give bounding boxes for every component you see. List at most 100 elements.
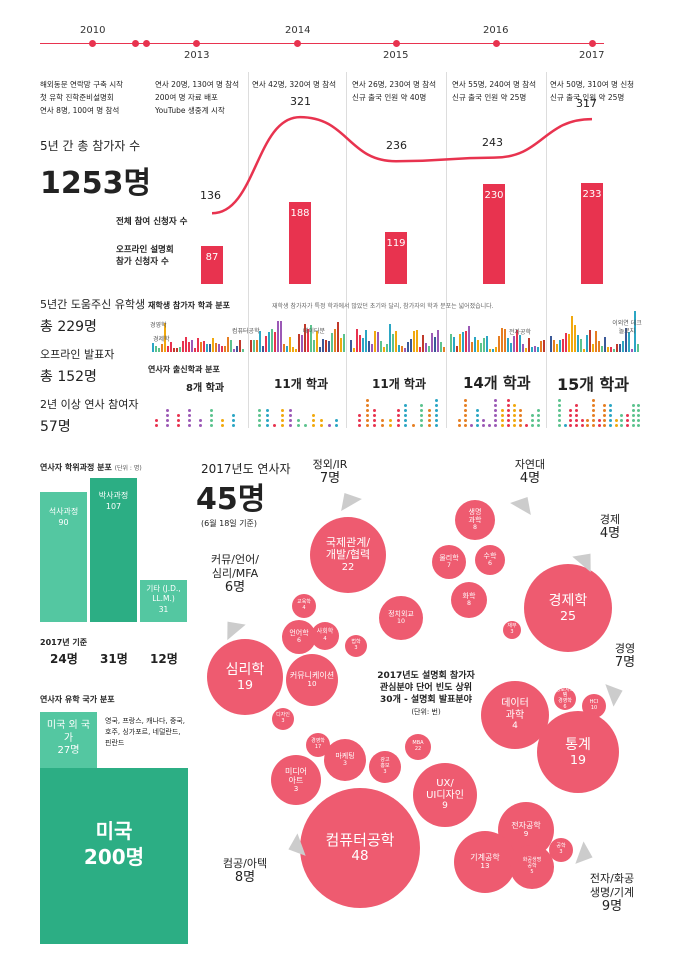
bubble-value: 3 bbox=[354, 645, 358, 651]
bubble-value: 4 bbox=[512, 721, 518, 732]
dept-dot bbox=[232, 424, 235, 427]
note-line: 연사 8명, 100여 명 참석 bbox=[40, 106, 120, 115]
note-2010: 해외동문 연락망 구축 시작 첫 유학 진학준비설명회 연사 8명, 100여 … bbox=[40, 78, 123, 117]
offline-bar: 233 bbox=[581, 182, 603, 284]
dept-spike bbox=[528, 338, 530, 352]
bubble-name: 정치외교 bbox=[388, 610, 414, 619]
dept-dot bbox=[569, 419, 573, 422]
dept-spike bbox=[191, 339, 193, 352]
dept-spike bbox=[443, 346, 445, 352]
dept-spike bbox=[350, 340, 352, 352]
degree-num: 31명 bbox=[100, 652, 128, 666]
dept-spike bbox=[407, 342, 409, 352]
interest-bubble: 마케팅 3 bbox=[324, 739, 366, 781]
dept-dot bbox=[506, 414, 510, 417]
dept-dot bbox=[609, 419, 612, 422]
dept-dot bbox=[435, 414, 439, 417]
dept-spike bbox=[250, 340, 252, 352]
dept-spike bbox=[422, 334, 424, 352]
interest-bubble: 정치외교 10 bbox=[379, 596, 423, 640]
dept-spike bbox=[459, 333, 461, 352]
dept-dot bbox=[603, 409, 607, 412]
dept-spike bbox=[295, 348, 297, 352]
dept-spike bbox=[152, 343, 154, 352]
dept-spike bbox=[262, 345, 264, 352]
bubble-name: 생명 bbox=[468, 508, 482, 517]
dept-spike bbox=[313, 340, 315, 352]
dept-spike bbox=[292, 346, 294, 352]
dept-dot bbox=[626, 424, 629, 427]
dept-spike bbox=[622, 341, 624, 352]
dept-dot bbox=[597, 419, 601, 422]
note-line: 연사 55명, 240여 명 참석 bbox=[452, 80, 537, 89]
dept-spike bbox=[604, 337, 606, 352]
usa-label: 미국 bbox=[95, 819, 133, 843]
dept-spike bbox=[631, 348, 633, 352]
dept-dot bbox=[592, 409, 595, 412]
note-2016: 연사 55명, 240여 명 참석 신규 출국 인원 약 25명 bbox=[452, 78, 536, 104]
bubble-name: 디자인 bbox=[276, 712, 290, 719]
note-line: 연사 50명, 310여 명 신청 bbox=[550, 80, 635, 89]
dept-dot bbox=[177, 414, 180, 417]
dept-dot bbox=[512, 424, 516, 427]
dept-spike bbox=[456, 346, 458, 352]
bubble-name: UI디자인 bbox=[426, 789, 464, 801]
dept-spike bbox=[188, 342, 190, 352]
phd-label: 박사과정 bbox=[98, 491, 129, 500]
interest-bubble: 수학 6 bbox=[475, 545, 505, 575]
dept-spike bbox=[283, 344, 285, 352]
dept-spike bbox=[242, 348, 244, 352]
dept-spike bbox=[410, 339, 412, 352]
dept-dot bbox=[381, 419, 385, 422]
dept-spike bbox=[322, 339, 324, 352]
speakers-2017-value: 45명 bbox=[196, 482, 266, 517]
dept-dot bbox=[609, 424, 612, 427]
dept-dot bbox=[586, 419, 590, 422]
dept-spike bbox=[286, 346, 288, 352]
bubble-value: 19 bbox=[569, 751, 587, 767]
dept-spike bbox=[437, 329, 439, 352]
dept-spike bbox=[289, 336, 291, 352]
bubble-name: 사회학 bbox=[316, 628, 334, 636]
presenters-value: 총 152명 bbox=[40, 369, 97, 385]
dept-spike bbox=[486, 335, 488, 352]
dept-dot bbox=[518, 419, 522, 422]
dept-spike bbox=[203, 341, 205, 352]
dept-spike bbox=[559, 339, 561, 352]
dept-dot bbox=[626, 414, 629, 417]
dept-spike bbox=[583, 348, 585, 352]
dept-dot bbox=[603, 404, 607, 407]
dept-dot bbox=[288, 414, 292, 417]
interest-bubble: 화학 8 bbox=[451, 582, 487, 618]
dept-spike bbox=[477, 339, 479, 352]
interest-bubble: 컴퓨터공학 48 bbox=[300, 788, 420, 908]
bubble-name: 교육학 bbox=[297, 599, 311, 606]
bubble-value: 9 bbox=[442, 801, 448, 812]
dept-dot bbox=[464, 409, 468, 412]
bubble-value: 3 bbox=[510, 629, 514, 635]
bubble-value: 10 bbox=[307, 679, 317, 689]
dept-spike bbox=[359, 335, 361, 352]
offline-label-line: 오프라인 설명회 bbox=[116, 245, 174, 255]
dept-dot bbox=[435, 399, 439, 402]
dept-dot bbox=[518, 424, 522, 427]
dept-spike bbox=[176, 347, 178, 352]
dept-spike bbox=[513, 336, 515, 352]
dept-spike bbox=[386, 343, 388, 352]
dept-spike bbox=[227, 337, 229, 352]
dept-dot bbox=[365, 399, 369, 402]
dept-spike bbox=[389, 324, 391, 352]
dept-dot bbox=[603, 419, 607, 422]
dept-dot bbox=[396, 409, 400, 412]
dept-spike bbox=[619, 344, 621, 352]
dept-dot bbox=[177, 419, 180, 422]
dept-dot bbox=[419, 419, 423, 422]
dept-dot bbox=[319, 424, 323, 427]
dept-dot bbox=[536, 409, 540, 412]
note-line: YouTube 생중계 시작 bbox=[155, 106, 225, 115]
dept-dot bbox=[404, 414, 408, 417]
dept-dot bbox=[476, 414, 480, 417]
dept-dot bbox=[506, 419, 510, 422]
dept-dot bbox=[427, 419, 431, 422]
dept-dot bbox=[494, 399, 498, 402]
